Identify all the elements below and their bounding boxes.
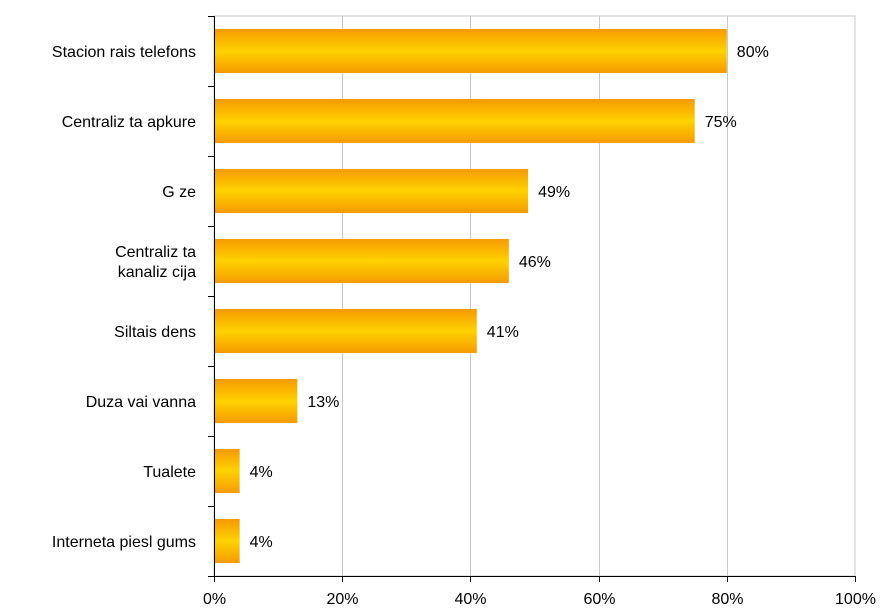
- value-label: 13%: [307, 394, 339, 411]
- category-label: Duza vai vanna: [86, 394, 196, 411]
- category-label: Stacion rais telefons: [52, 44, 196, 61]
- value-label: 75%: [705, 114, 737, 131]
- category-label-line: Duza vai vanna: [86, 394, 196, 411]
- category-label: Interneta piesl gums: [52, 534, 196, 551]
- category-label-line: Centraliz ta: [115, 244, 196, 261]
- category-label-line: kanaliz cija: [118, 264, 196, 281]
- value-label: 80%: [737, 44, 769, 61]
- labels: 0% 20% 40% 60% 80% 100% 80% Stacion rais telefo…: [52, 44, 876, 608]
- bar: [215, 308, 477, 354]
- value-label: 46%: [519, 254, 551, 271]
- x-tick-label: 20%: [326, 591, 358, 608]
- x-tick-label: 60%: [583, 591, 615, 608]
- bar: [215, 238, 509, 284]
- category-label: Siltais dens: [114, 324, 196, 341]
- bar: [215, 168, 529, 214]
- value-label: 49%: [538, 184, 570, 201]
- category-label: Centraliz ta kanaliz cija: [115, 244, 196, 281]
- axes: [208, 16, 856, 582]
- bar: [215, 378, 298, 424]
- value-label: 4%: [250, 464, 273, 481]
- value-label: 4%: [250, 534, 273, 551]
- bar: [215, 28, 727, 74]
- bar: [215, 448, 240, 494]
- category-label: Centraliz ta apkure: [62, 114, 196, 131]
- category-label-line: Stacion rais telefons: [52, 44, 196, 61]
- value-label: 41%: [487, 324, 519, 341]
- x-tick-label: 0%: [203, 591, 226, 608]
- x-tick-label: 80%: [711, 591, 743, 608]
- category-label-line: Interneta piesl gums: [52, 534, 196, 551]
- bar: [215, 98, 695, 144]
- bar: [215, 518, 240, 564]
- x-tick-label: 40%: [454, 591, 486, 608]
- category-label-line: Siltais dens: [114, 324, 196, 341]
- bars: [215, 28, 727, 564]
- category-label: Tualete: [143, 464, 196, 481]
- category-label-line: Centraliz ta apkure: [62, 114, 196, 131]
- category-label-line: G ze: [162, 184, 196, 201]
- x-tick-label: 100%: [835, 591, 876, 608]
- category-label: G ze: [162, 184, 196, 201]
- category-label-line: Tualete: [143, 464, 196, 481]
